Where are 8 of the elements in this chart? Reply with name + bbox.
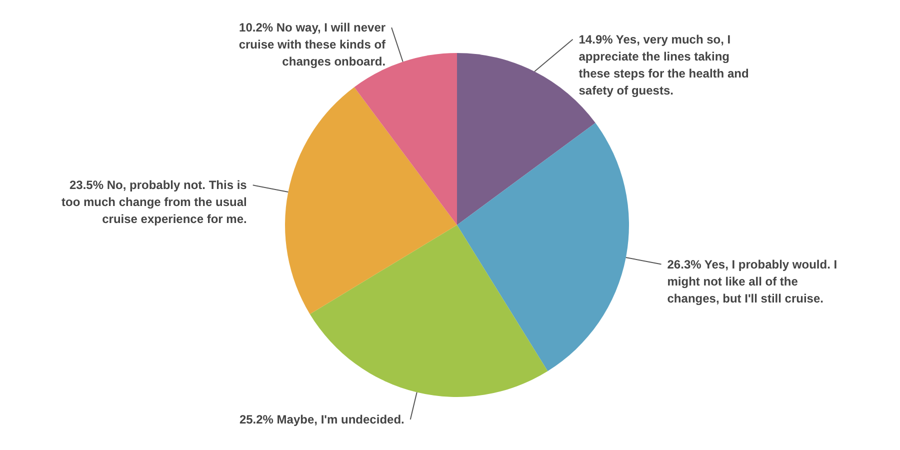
pie-slice xyxy=(457,122,629,372)
slice-label: 10.2% No way, I will never cruise with these kinds of changes onboard. xyxy=(238,20,387,69)
slice-label: 23.5% No, probably not. This is too much change from the usual cruise experience for me. xyxy=(62,178,248,226)
pie-slice xyxy=(285,87,457,314)
slice-label: 14.9% Yes, very much so, I appreciate the lines taking these steps for the health and safety of guests. xyxy=(578,32,749,98)
slice-label: 26.3% Yes, I probably would. I might not like all of the changes, but I'll still cruise. xyxy=(667,257,838,306)
pie-slice xyxy=(310,225,548,397)
slice-label: 25.2% Maybe, I'm undecided. xyxy=(239,412,404,426)
